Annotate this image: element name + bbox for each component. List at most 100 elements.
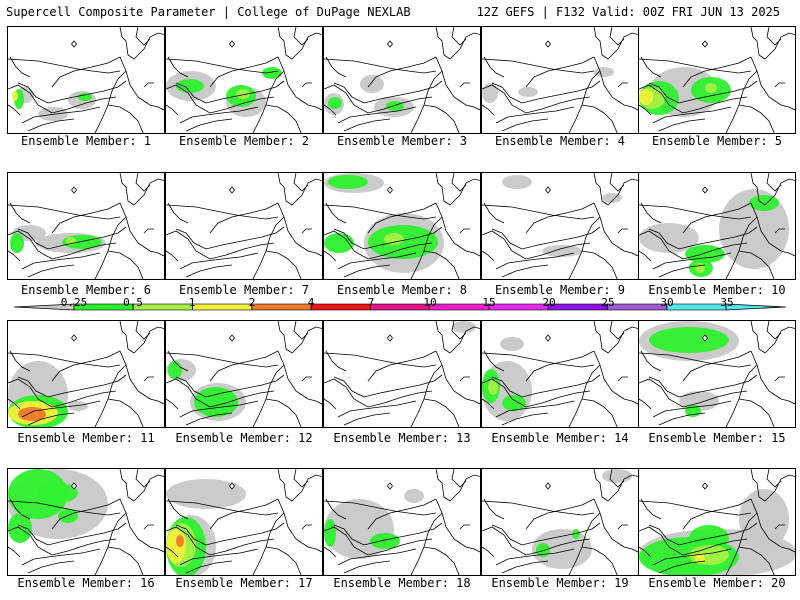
map-boundary-line — [277, 27, 322, 60]
ensemble-map — [324, 469, 480, 575]
station-marker-icon — [70, 40, 78, 48]
map-boundary-line — [565, 364, 595, 368]
map-boundary-line — [738, 250, 775, 279]
map-boundary-line — [593, 173, 638, 206]
map-boundary-line — [293, 321, 309, 340]
scp-contour-fill — [236, 89, 250, 99]
ensemble-map — [639, 173, 795, 279]
map-boundary-line — [91, 364, 121, 368]
ensemble-member-label: Ensemble Member: 10 — [648, 283, 786, 297]
map-boundary-line — [581, 398, 618, 427]
map-boundary-line — [725, 512, 758, 575]
map-boundary-line — [277, 321, 322, 354]
map-boundary-line — [639, 378, 748, 408]
map-boundary-line — [652, 252, 732, 270]
map-boundary-line — [265, 104, 302, 133]
ensemble-member-label: Ensemble Member: 17 — [175, 576, 313, 590]
map-boundary-line — [525, 350, 595, 382]
map-boundary-line — [337, 400, 417, 418]
scp-contour-fill — [482, 83, 498, 103]
map-boundary-line — [682, 498, 752, 530]
colorbar-tick-label: 25 — [601, 296, 615, 309]
map-boundary-line — [367, 202, 437, 234]
map-boundary-line — [324, 500, 409, 514]
map-boundary-line — [722, 70, 752, 74]
station-marker-icon — [544, 186, 552, 194]
map-boundary-line — [179, 106, 259, 124]
map-boundary-line — [8, 352, 93, 366]
colorbar-segment — [488, 303, 549, 311]
map-boundary-line — [435, 202, 480, 257]
ensemble-member-label: Ensemble Member: 20 — [648, 576, 786, 590]
ensemble-map-panel — [323, 320, 481, 428]
map-boundary-line — [135, 27, 151, 46]
colorbar — [13, 303, 787, 311]
map-boundary-line — [51, 350, 121, 382]
map-boundary-line — [9, 350, 31, 372]
map-boundary-line — [593, 350, 638, 405]
map-boundary-line — [324, 250, 337, 262]
map-boundary-line — [738, 104, 775, 133]
ensemble-map-panel — [7, 468, 165, 576]
ensemble-map-panel — [323, 468, 481, 576]
colorbar-tick-label: 2 — [248, 296, 256, 309]
map-boundary-line — [293, 27, 309, 46]
map-boundary-line — [501, 118, 549, 132]
map-boundary-line — [119, 350, 164, 405]
map-boundary-line — [568, 216, 601, 279]
map-boundary-line — [27, 264, 75, 278]
station-marker-icon — [228, 40, 236, 48]
map-boundary-line — [324, 58, 409, 72]
map-boundary-line — [8, 84, 117, 114]
map-boundary-line — [8, 500, 93, 514]
map-boundary-line — [565, 512, 595, 516]
colorbar-segment — [607, 303, 668, 311]
map-boundary-line — [410, 70, 443, 133]
map-boundary-line — [525, 56, 595, 88]
map-boundary-line — [166, 546, 179, 558]
map-boundary-line — [435, 498, 480, 553]
map-boundary-line — [21, 400, 101, 418]
map-boundary-line — [27, 560, 75, 574]
map-boundary-line — [423, 398, 460, 427]
map-boundary-line — [652, 106, 732, 124]
map-boundary-line — [107, 104, 144, 133]
ensemble-member-label: Ensemble Member: 8 — [336, 283, 468, 297]
map-boundary-line — [21, 548, 101, 566]
map-boundary-line — [301, 228, 312, 234]
map-boundary-line — [617, 524, 628, 530]
map-boundary-line — [343, 118, 391, 132]
map-boundary-line — [185, 412, 233, 426]
map-boundary-line — [593, 27, 638, 60]
colorbar-tick-label: 1 — [188, 296, 196, 309]
map-boundary-line — [301, 524, 312, 530]
map-boundary-line — [482, 250, 495, 262]
map-boundary-line — [407, 216, 437, 220]
colorbar-tick-label: 30 — [660, 296, 674, 309]
map-boundary-line — [652, 548, 732, 566]
map-boundary-line — [658, 118, 706, 132]
map-boundary-line — [483, 498, 505, 520]
scp-contour-fill — [370, 533, 400, 549]
map-boundary-line — [750, 173, 795, 206]
map-boundary-line — [51, 56, 121, 88]
ensemble-map-panel — [638, 320, 796, 428]
map-boundary-line — [682, 202, 752, 234]
map-boundary-line — [640, 498, 662, 520]
ensemble-member-label: Ensemble Member: 4 — [494, 134, 626, 148]
map-boundary-line — [166, 204, 251, 218]
ensemble-map-panel — [638, 172, 796, 280]
map-boundary-line — [483, 56, 505, 78]
scp-contour-fill — [594, 67, 614, 77]
colorbar-segment — [310, 303, 371, 311]
map-boundary-line — [166, 250, 179, 262]
map-boundary-line — [324, 104, 337, 116]
map-boundary-line — [325, 202, 347, 224]
ensemble-member-label: Ensemble Member: 6 — [20, 283, 152, 297]
map-boundary-line — [209, 498, 279, 530]
scp-contour-fill — [452, 321, 476, 333]
map-boundary-line — [9, 202, 31, 224]
map-boundary-line — [325, 498, 347, 520]
ensemble-member-label: Ensemble Member: 15 — [648, 431, 786, 445]
map-boundary-line — [185, 264, 233, 278]
